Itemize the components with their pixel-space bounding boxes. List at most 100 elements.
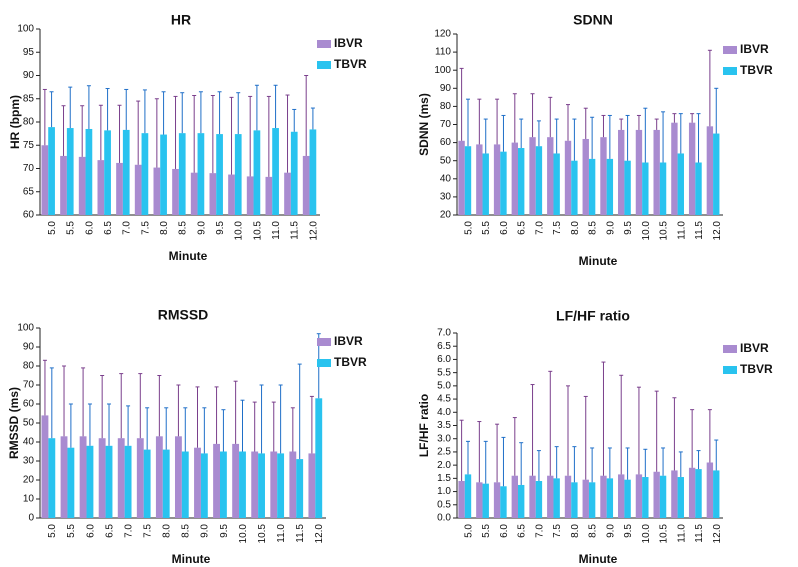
y-tick-label: 90 xyxy=(440,83,452,94)
bar-tbvr xyxy=(124,445,132,518)
legend-swatch-tbvr xyxy=(317,61,331,69)
bar-ibvr xyxy=(706,462,714,518)
y-tick-label: 100 xyxy=(17,24,34,35)
bar-ibvr xyxy=(688,467,696,518)
y-tick-label: 65 xyxy=(23,186,35,197)
bar-ibvr xyxy=(194,447,201,518)
bar-tbvr xyxy=(315,398,323,518)
bar-tbvr xyxy=(296,459,304,518)
chart-panel-3: LF/HF ratio 0.0 0.5 1.0 1.5 2.0 2.5 3.0 3.5 4.0 4.… xyxy=(417,307,773,566)
x-tick-label: 11.0 xyxy=(276,524,287,543)
x-tick-label: 9.5 xyxy=(219,524,230,538)
y-tick-label: 40 xyxy=(440,173,452,184)
legend-swatch-ibvr xyxy=(723,46,737,54)
legend-swatch-ibvr xyxy=(317,338,331,346)
bar-tbvr xyxy=(659,162,667,215)
x-tick-label: 11.5 xyxy=(290,221,301,240)
y-tick-label: 0.0 xyxy=(437,513,451,524)
chart-panel-0: HR 60 65 70 75 80 85 90 95 100 HR (bpm) Minute 5.0 5.… xyxy=(8,11,367,263)
x-tick-label: 9.0 xyxy=(605,221,616,235)
bar-tbvr xyxy=(277,453,285,518)
x-tick-label: 7.0 xyxy=(123,524,134,538)
bar-ibvr xyxy=(172,168,179,215)
y-tick-label: 5.0 xyxy=(437,380,451,391)
bar-ibvr xyxy=(117,438,125,518)
x-tick-label: 7.0 xyxy=(534,524,545,538)
bar-ibvr xyxy=(600,137,607,215)
bar-ibvr xyxy=(289,451,297,518)
x-tick-label: 5.0 xyxy=(464,221,475,235)
bar-ibvr xyxy=(302,155,310,215)
x-tick-label: 12.0 xyxy=(712,524,723,544)
bar-ibvr xyxy=(232,443,240,518)
bar-ibvr xyxy=(529,137,536,215)
x-tick-label: 10.0 xyxy=(234,221,245,241)
x-tick-label: 9.5 xyxy=(623,524,634,538)
bar-ibvr xyxy=(190,172,198,215)
x-tick-label: 9.0 xyxy=(196,221,207,235)
y-tick-label: 60 xyxy=(23,210,35,221)
y-tick-label: 2.0 xyxy=(437,460,451,471)
bar-ibvr xyxy=(511,142,519,215)
bar-ibvr xyxy=(174,436,182,518)
bar-ibvr xyxy=(635,129,643,215)
bar-ibvr xyxy=(688,122,696,215)
bar-ibvr xyxy=(134,164,142,215)
bar-tbvr xyxy=(606,478,614,518)
bar-ibvr xyxy=(308,453,316,518)
bar-tbvr xyxy=(642,477,649,518)
bar-ibvr xyxy=(493,144,501,215)
bar-ibvr xyxy=(671,470,678,518)
bar-ibvr xyxy=(98,438,106,518)
bar-tbvr xyxy=(464,146,472,215)
bar-ibvr xyxy=(529,475,536,518)
bar-tbvr xyxy=(588,482,596,518)
bar-ibvr xyxy=(78,156,86,215)
bar-ibvr xyxy=(228,174,235,215)
bar-ibvr xyxy=(153,167,161,215)
y-tick-label: 1.5 xyxy=(437,473,451,484)
bar-tbvr xyxy=(659,475,667,518)
bar-tbvr xyxy=(253,130,261,215)
x-tick-label: 8.0 xyxy=(159,221,170,235)
legend-swatch-ibvr xyxy=(723,345,737,353)
bar-tbvr xyxy=(105,445,113,518)
bar-ibvr xyxy=(246,176,254,215)
x-tick-label: 5.5 xyxy=(66,524,77,538)
x-tick-label: 9.5 xyxy=(215,221,226,235)
y-tick-label: 90 xyxy=(23,342,35,353)
legend-swatch-tbvr xyxy=(317,359,331,367)
x-tick-label: 10.5 xyxy=(252,221,263,241)
bar-tbvr xyxy=(200,453,208,518)
y-tick-label: 0 xyxy=(28,513,34,524)
bar-tbvr xyxy=(677,153,684,215)
x-tick-label: 7.5 xyxy=(143,524,154,538)
y-tick-label: 90 xyxy=(23,70,35,81)
bar-tbvr xyxy=(624,160,631,215)
bar-tbvr xyxy=(178,133,186,215)
bar-tbvr xyxy=(535,146,543,215)
bar-tbvr xyxy=(197,133,205,215)
y-tick-label: 5.5 xyxy=(437,367,451,378)
bar-tbvr xyxy=(234,134,242,215)
x-tick-label: 5.5 xyxy=(481,221,492,235)
bar-ibvr xyxy=(458,140,465,215)
y-tick-label: 40 xyxy=(23,437,35,448)
y-tick-label: 7.0 xyxy=(437,328,451,339)
x-axis-label: Minute xyxy=(579,254,618,268)
x-tick-label: 6.5 xyxy=(104,524,115,538)
bar-tbvr xyxy=(553,478,560,518)
y-tick-label: 95 xyxy=(23,47,35,58)
x-tick-label: 10.0 xyxy=(641,221,652,241)
y-tick-label: 20 xyxy=(440,210,452,221)
legend-label-ibvr: IBVR xyxy=(740,341,769,355)
y-tick-label: 30 xyxy=(440,192,452,203)
bar-ibvr xyxy=(706,126,714,215)
bar-tbvr xyxy=(48,438,56,518)
y-axis-label: HR (bpm) xyxy=(8,95,22,149)
y-tick-label: 0.5 xyxy=(437,499,451,510)
x-tick-label: 11.0 xyxy=(676,221,687,240)
y-tick-label: 50 xyxy=(440,155,452,166)
chart-panel-1: SDNN 20 30 40 50 60 70 80 90 100 110 120 SDNN (ms) Mi… xyxy=(417,11,773,268)
chart-title: HR xyxy=(171,11,191,27)
